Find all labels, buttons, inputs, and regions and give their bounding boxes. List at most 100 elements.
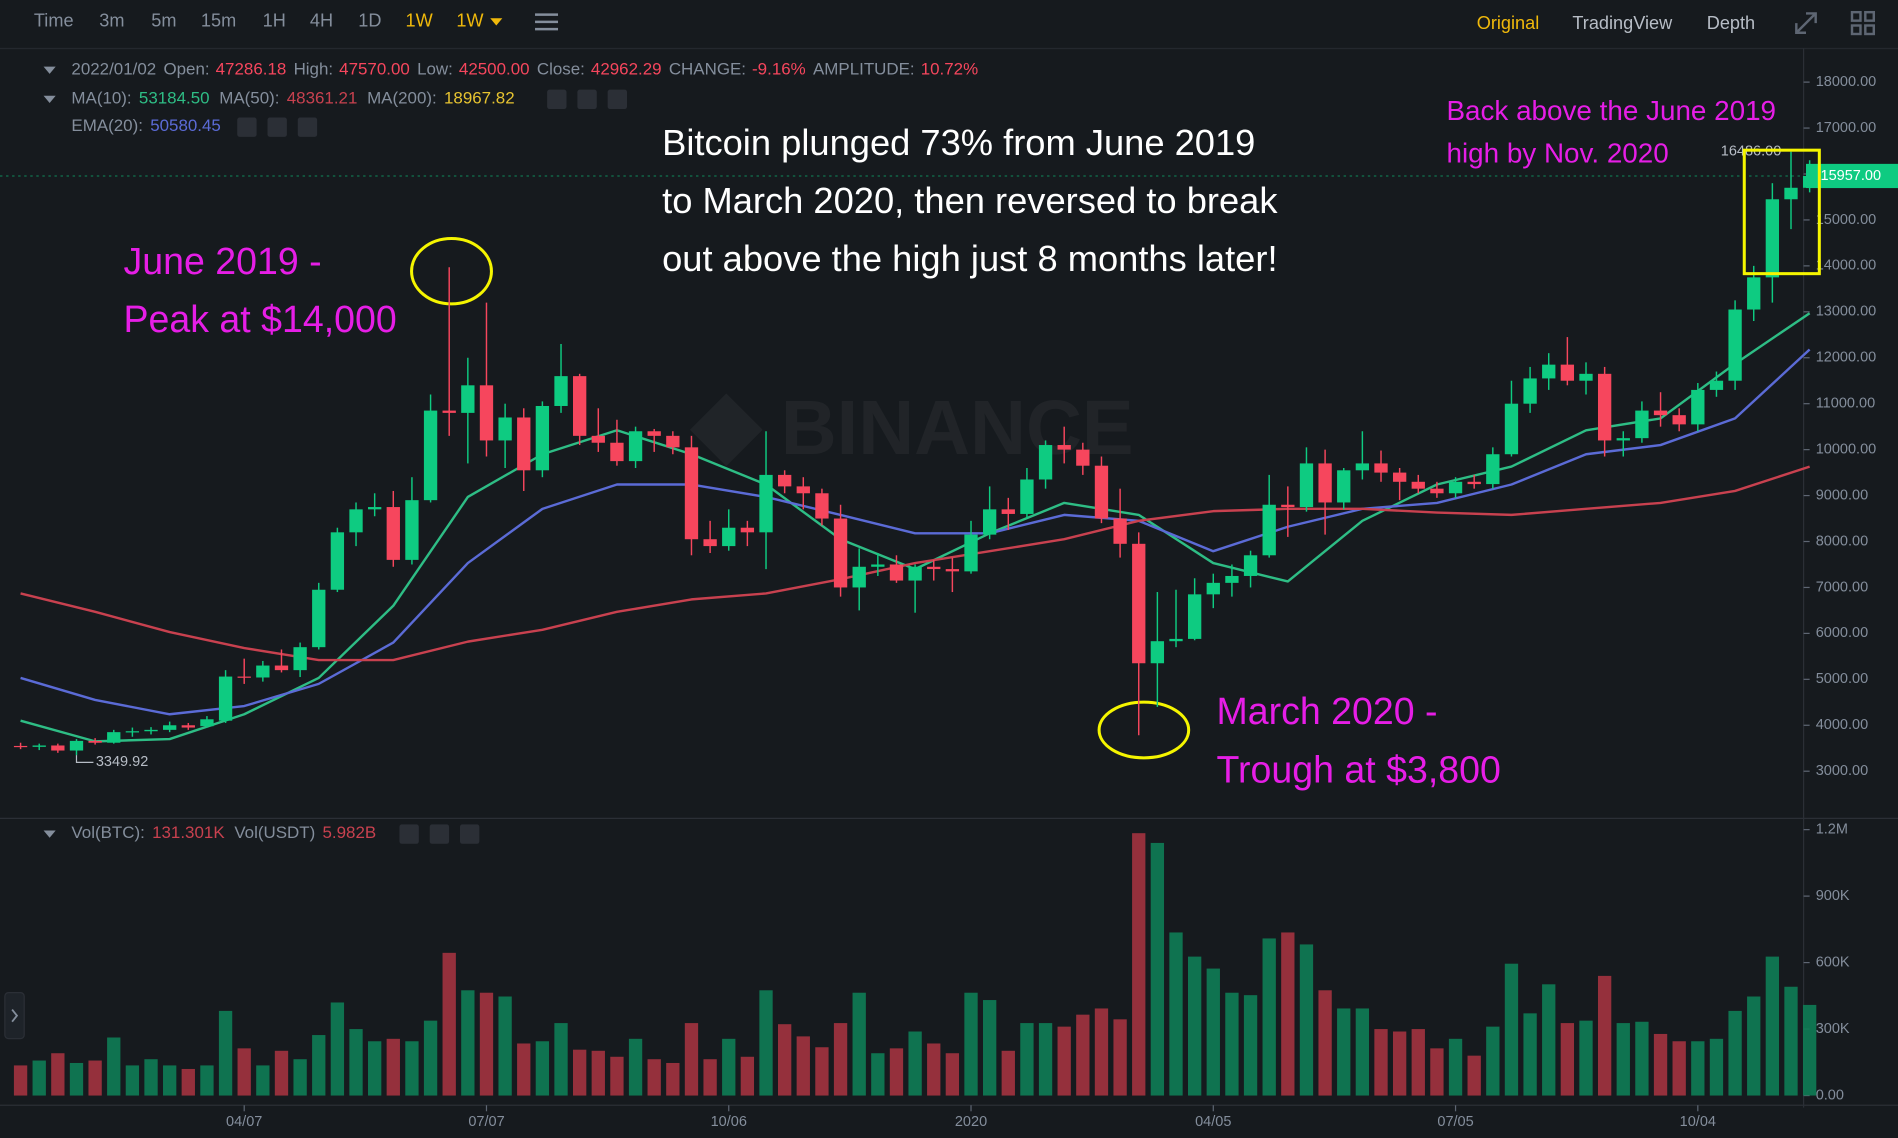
- volume-bar: [628, 1038, 643, 1096]
- legend-icon[interactable]: [547, 89, 567, 110]
- legend-icon[interactable]: [577, 89, 597, 110]
- watermark-logo: [689, 393, 763, 467]
- volume-bar: [1299, 944, 1314, 1096]
- volume-bar: [815, 1047, 829, 1096]
- interval-button[interactable]: 1W: [406, 11, 434, 31]
- volume-bar: [1747, 996, 1761, 1096]
- volume-bar: [703, 1059, 717, 1096]
- layout-icon[interactable]: [1850, 10, 1876, 36]
- legend-text: Close:: [537, 60, 585, 79]
- legend-text: Low:: [417, 60, 453, 79]
- legend-text: MA(50):: [219, 89, 279, 108]
- interval-button[interactable]: 5m: [151, 11, 176, 31]
- candle-body: [777, 474, 792, 487]
- interval-button[interactable]: 4H: [310, 11, 333, 31]
- volume-bar: [1579, 1020, 1593, 1096]
- legend-text: CHANGE:: [669, 60, 746, 79]
- candle-body: [274, 665, 289, 671]
- volume-bar: [722, 1038, 736, 1096]
- candle-body: [386, 507, 400, 560]
- candle-body: [517, 417, 531, 471]
- y-tick-label: 14000.00: [1816, 258, 1877, 274]
- interval-button[interactable]: 1D: [358, 11, 381, 31]
- volume-bar: [1057, 1026, 1071, 1096]
- y-tick-label: 6000.00: [1816, 625, 1868, 641]
- candle-body: [1672, 415, 1686, 425]
- volume-bar: [1132, 833, 1146, 1096]
- volume-bar: [1691, 1041, 1705, 1096]
- candle-body: [1784, 187, 1798, 200]
- moving-average-line: [20, 465, 1811, 662]
- x-tick-label: 10/06: [711, 1114, 747, 1130]
- candle-body: [628, 431, 643, 462]
- legend-icon[interactable]: [459, 824, 480, 844]
- collapse-arrow[interactable]: [43, 95, 56, 103]
- volume-bar: [517, 1043, 531, 1096]
- volume-bar: [144, 1059, 158, 1096]
- candle-body: [1392, 472, 1407, 482]
- view-tab[interactable]: TradingView: [1572, 13, 1673, 33]
- candle-body: [945, 569, 960, 572]
- interval-button[interactable]: 3m: [99, 11, 124, 31]
- volume-bar: [1802, 1004, 1817, 1096]
- x-tick-label: 2020: [955, 1114, 987, 1130]
- candle-body: [1094, 465, 1109, 519]
- candle-body: [1169, 638, 1183, 642]
- interval-button[interactable]: Time: [34, 11, 74, 31]
- volume-bar: [1486, 1026, 1500, 1096]
- x-tick-label: 10/04: [1680, 1114, 1716, 1130]
- candle-body: [1542, 364, 1556, 379]
- interval-button[interactable]: 1H: [263, 11, 286, 31]
- view-tab[interactable]: Depth: [1707, 13, 1755, 33]
- volume-bar: [498, 996, 512, 1096]
- x-tick-label: 07/07: [468, 1114, 504, 1130]
- volume-bar: [1653, 1033, 1668, 1096]
- interval-dropdown-arrow[interactable]: [490, 18, 503, 26]
- volume-bar: [181, 1068, 195, 1096]
- legend-icon[interactable]: [399, 824, 419, 844]
- legend-icon[interactable]: [429, 824, 450, 844]
- legend-icon[interactable]: [607, 89, 628, 110]
- low-marker: [75, 755, 94, 763]
- candle-body: [889, 564, 904, 581]
- candle-body: [144, 729, 158, 732]
- volume-bar: [1094, 1008, 1109, 1096]
- candle-body: [1150, 641, 1165, 664]
- settings-icon[interactable]: [535, 13, 559, 31]
- interval-button[interactable]: 15m: [201, 11, 236, 31]
- watermark: BINANCE: [781, 385, 1134, 471]
- y-tick-label: 10000.00: [1816, 441, 1877, 457]
- legend-text: Vol(BTC):: [71, 824, 144, 843]
- legend-icon[interactable]: [297, 117, 318, 137]
- candle-body: [1653, 410, 1668, 416]
- volume-bar: [1020, 1023, 1034, 1096]
- legend-text: 42500.00: [459, 60, 530, 79]
- x-tick-label: 07/05: [1437, 1114, 1473, 1130]
- volume-bar: [1206, 968, 1220, 1096]
- collapse-arrow[interactable]: [43, 830, 56, 838]
- y-tick-label: 17000.00: [1816, 120, 1877, 136]
- volume-bar: [88, 1060, 102, 1096]
- legend-icon[interactable]: [237, 117, 257, 137]
- interval-dropdown[interactable]: 1W: [456, 11, 484, 31]
- volume-bar: [852, 992, 866, 1096]
- fullscreen-icon[interactable]: [1795, 12, 1817, 34]
- volume-bar: [1635, 1021, 1649, 1096]
- legend-text: AMPLITUDE:: [813, 60, 915, 79]
- candle-body: [51, 745, 65, 751]
- legend-icon[interactable]: [267, 117, 287, 137]
- candle-body: [405, 500, 419, 560]
- candle-body: [647, 431, 661, 436]
- side-tab[interactable]: [4, 992, 25, 1040]
- volume-bar: [610, 1056, 624, 1096]
- candle-body: [666, 435, 680, 448]
- legend-text: High:: [294, 60, 334, 79]
- volume-bar: [964, 992, 978, 1096]
- y-tick-label: 12000.00: [1816, 350, 1877, 366]
- volume-bar: [1187, 956, 1202, 1096]
- candle-body: [535, 405, 550, 471]
- volume-bar: [1560, 1023, 1575, 1096]
- volume-bar: [740, 1056, 755, 1096]
- collapse-arrow[interactable]: [43, 66, 56, 74]
- view-tab[interactable]: Original: [1477, 13, 1540, 33]
